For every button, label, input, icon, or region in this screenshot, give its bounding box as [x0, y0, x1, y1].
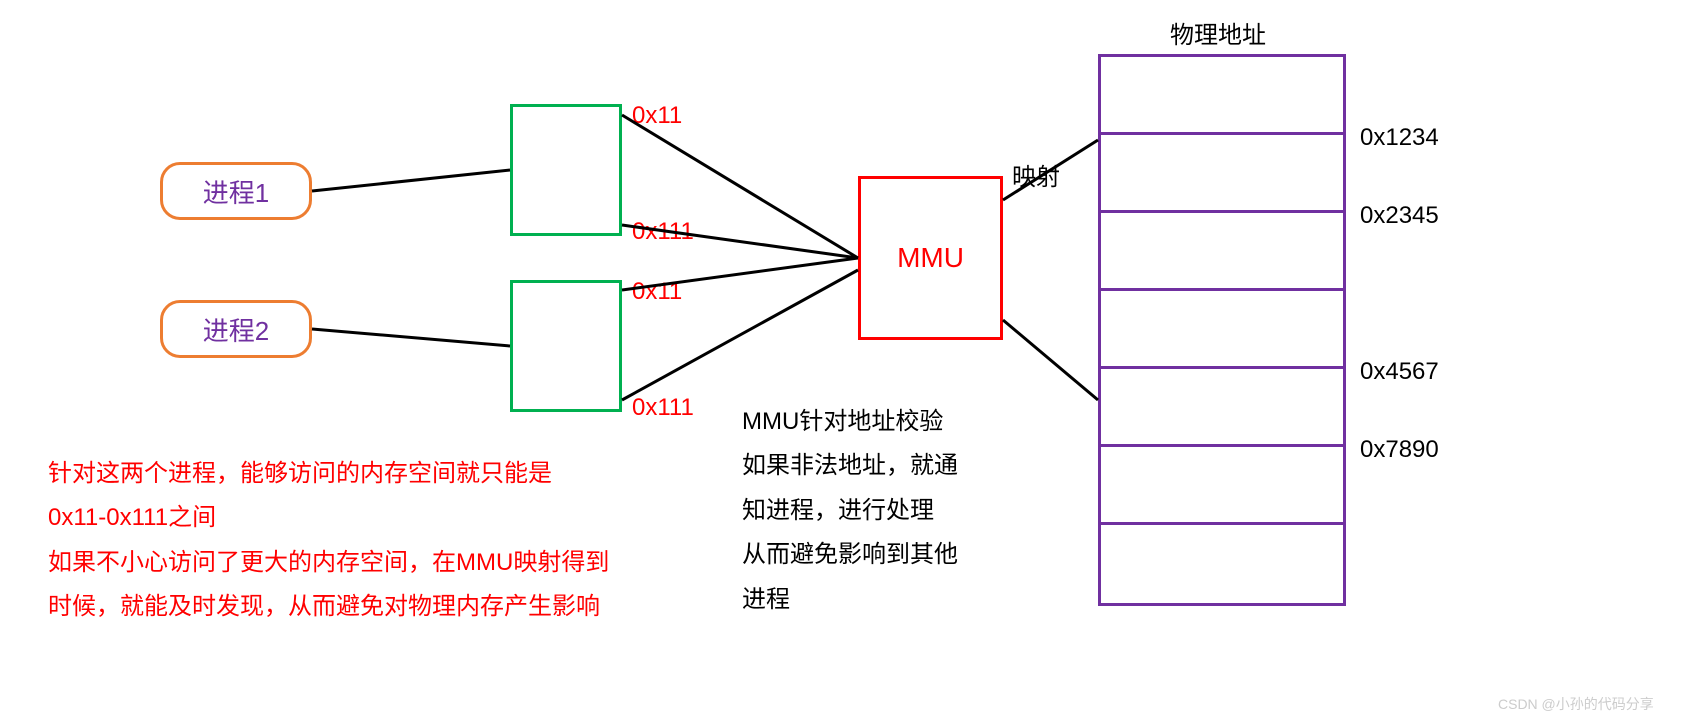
vmem-1-addr-bottom: 0x111 [632, 216, 694, 247]
phys-addr-1: 0x2345 [1360, 200, 1439, 231]
phys-mem-row [1101, 525, 1343, 603]
phys-mem-row [1101, 291, 1343, 369]
vmem-2-addr-top: 0x11 [632, 276, 682, 307]
mapping-label: 映射 [1012, 162, 1060, 193]
phys-mem-row [1101, 447, 1343, 525]
phys-mem-row [1101, 135, 1343, 213]
mmu-node: MMU [858, 176, 1003, 340]
vmem-1-box [510, 104, 622, 236]
edge [1003, 320, 1098, 400]
right-note-line: MMU针对地址校验 [742, 400, 958, 444]
right-note-line: 知进程，进行处理 [742, 489, 958, 533]
left-note-line: 0x11-0x111之间 [48, 496, 609, 540]
right-note-line: 进程 [742, 578, 958, 622]
right-note: MMU针对地址校验 如果非法地址，就通 知进程，进行处理 从而避免影响到其他 进… [742, 400, 958, 622]
left-note-line: 如果不小心访问了更大的内存空间，在MMU映射得到 [48, 541, 609, 585]
vmem-2-addr-bottom: 0x111 [632, 392, 694, 423]
phys-mem-row [1101, 57, 1343, 135]
phys-addr-0: 0x1234 [1360, 122, 1439, 153]
process-1-node: 进程1 [160, 162, 312, 220]
right-note-line: 从而避免影响到其他 [742, 533, 958, 577]
vmem-1-addr-top: 0x11 [632, 100, 682, 131]
phys-mem-title: 物理地址 [1170, 20, 1266, 51]
vmem-2-box [510, 280, 622, 412]
process-2-node: 进程2 [160, 300, 312, 358]
right-note-line: 如果非法地址，就通 [742, 444, 958, 488]
mmu-label: MMU [897, 242, 964, 274]
phys-mem-table [1098, 54, 1346, 606]
phys-addr-3: 0x7890 [1360, 434, 1439, 465]
left-note-line: 时候，就能及时发现，从而避免对物理内存产生影响 [48, 585, 609, 629]
edge [312, 170, 510, 191]
left-note: 针对这两个进程，能够访问的内存空间就只能是 0x11-0x111之间 如果不小心… [48, 452, 609, 630]
phys-mem-row [1101, 369, 1343, 447]
edge [312, 329, 510, 346]
watermark-text: CSDN @小孙的代码分享 [1498, 694, 1654, 714]
phys-addr-2: 0x4567 [1360, 356, 1439, 387]
phys-mem-row [1101, 213, 1343, 291]
left-note-line: 针对这两个进程，能够访问的内存空间就只能是 [48, 452, 609, 496]
process-1-label: 进程1 [203, 173, 269, 210]
process-2-label: 进程2 [203, 311, 269, 348]
